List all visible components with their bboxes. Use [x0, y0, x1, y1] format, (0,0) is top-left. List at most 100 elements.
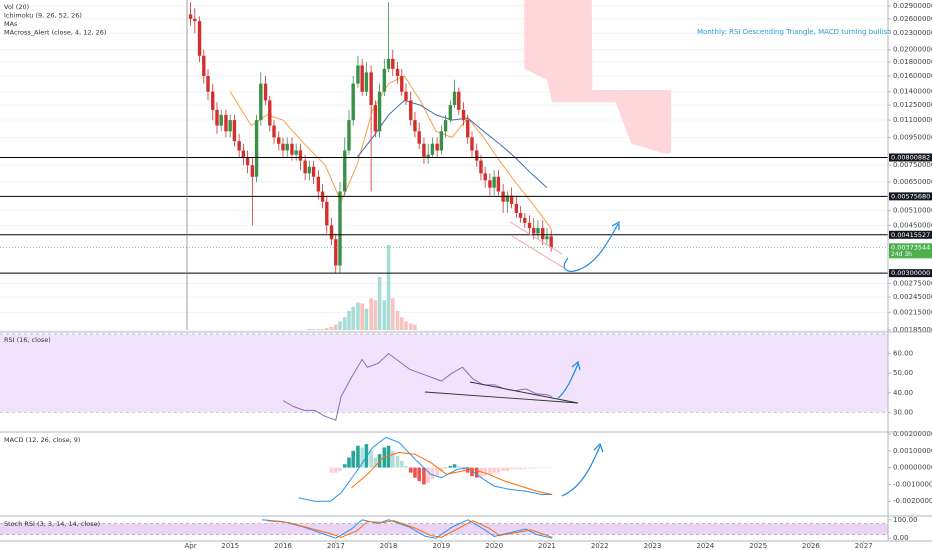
candle-body: [413, 120, 417, 132]
candle-body: [549, 236, 553, 248]
x-tick-label: 2024: [696, 542, 714, 550]
y-tick-label: 0.02600000: [893, 15, 932, 23]
volume-bar: [307, 328, 312, 330]
histogram-bar: [540, 467, 545, 469]
candle-body: [391, 58, 395, 69]
histogram-bar: [501, 467, 505, 471]
candle-body: [373, 105, 378, 132]
level-label: 0.00415527: [891, 231, 930, 239]
volume-bar: [373, 300, 378, 330]
histogram-bar: [430, 467, 435, 480]
candle-body: [338, 191, 342, 266]
histogram-bar: [338, 467, 342, 471]
y-tick-label: 0.00950000: [893, 133, 932, 141]
y-tick-label: 0.00510000: [893, 207, 932, 215]
volume-bar: [369, 298, 373, 330]
y-tick-label: 0.00750000: [893, 161, 932, 169]
candle-body: [518, 212, 523, 218]
histogram-bar: [443, 467, 448, 469]
histogram-bar: [373, 457, 378, 468]
band: [0, 333, 888, 413]
candle-body: [422, 143, 426, 158]
candle-body: [329, 225, 334, 240]
candle-body: [347, 120, 351, 151]
y-tick-label: 0.02900000: [893, 2, 932, 10]
y-tick-label: 0.00450000: [893, 221, 932, 229]
histogram-bar: [395, 455, 400, 468]
candle-body: [443, 120, 448, 132]
candle-body: [351, 83, 355, 121]
candle-body: [395, 68, 400, 76]
histogram-bar: [356, 445, 360, 468]
candle-body: [215, 109, 219, 126]
candle-body: [369, 72, 373, 106]
histogram-bar: [545, 467, 549, 469]
candle-body: [285, 143, 289, 151]
level-label-box: [889, 230, 932, 239]
level-label: 0.00800882: [891, 153, 930, 161]
histogram-bar: [360, 447, 364, 468]
volume-bar: [408, 323, 413, 330]
candle-body: [298, 150, 303, 161]
histogram-bar: [492, 467, 496, 473]
candle-body: [206, 75, 210, 92]
candle-body: [479, 160, 483, 174]
histogram-bar: [531, 467, 536, 469]
trend-line: [424, 391, 579, 404]
indicator-line: [261, 519, 553, 539]
histogram-bar: [456, 465, 461, 468]
candle-body: [343, 150, 347, 192]
indicator-line: [267, 520, 553, 538]
level-label: 0.00300000: [891, 269, 930, 277]
volume-bar: [360, 303, 364, 330]
candle-body: [224, 114, 228, 132]
x-tick-label: Apr: [185, 542, 197, 550]
candle-body: [290, 143, 294, 155]
candle-body: [307, 166, 312, 174]
y-tick-label: 40.00: [893, 389, 913, 397]
candle-body: [382, 68, 387, 92]
indicator-line: [229, 75, 553, 231]
candle-body: [417, 131, 421, 144]
volume-bar: [316, 328, 321, 330]
candle-body: [452, 91, 457, 106]
y-tick-label: 30.00: [893, 408, 913, 416]
histogram-bar: [399, 460, 404, 468]
histogram-bar: [413, 467, 417, 478]
x-tick-label: 2026: [802, 542, 820, 550]
histogram-bar: [364, 444, 369, 468]
histogram-bar: [435, 467, 439, 477]
drawings: [186, 0, 620, 497]
candle-body: [360, 65, 364, 92]
candle-body: [232, 120, 237, 142]
candle-body: [263, 83, 268, 101]
candle-body: [536, 228, 540, 234]
candle-body: [514, 203, 519, 213]
y-tick-label: -0.00200000: [893, 497, 932, 505]
candle-body: [219, 114, 223, 126]
histogram-bar: [404, 465, 408, 468]
y-tick-label: 50.00: [893, 369, 913, 377]
candle-body: [509, 195, 514, 204]
volume-bar: [395, 310, 400, 330]
candle-body: [377, 91, 382, 132]
y-tick-label: 0.01800000: [893, 58, 932, 66]
current-price-box: [889, 243, 932, 259]
candle-body: [488, 180, 492, 188]
volume-bar: [311, 328, 316, 330]
x-tick-label: 2015: [221, 542, 239, 550]
candle-body: [268, 100, 272, 126]
volume-bar: [390, 298, 395, 330]
histogram-bar: [452, 464, 457, 468]
indicator-line: [351, 451, 553, 495]
arrow: [563, 223, 619, 272]
candle-body: [409, 100, 413, 121]
volume-bar: [413, 324, 417, 330]
candle-body: [466, 120, 470, 138]
y-tick-label: 0.02300000: [893, 29, 932, 37]
candle-body: [426, 154, 430, 158]
candle-body: [334, 239, 338, 266]
histogram-bar: [536, 467, 540, 469]
